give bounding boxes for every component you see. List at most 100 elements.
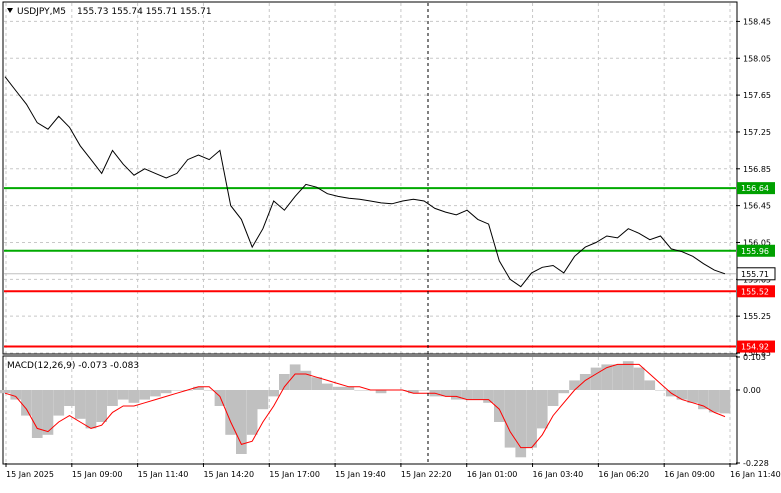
macd-histogram-bar — [96, 390, 107, 422]
price-panel-frame — [2, 1, 738, 355]
macd-histogram-bar — [569, 380, 580, 390]
grid-lines — [4, 3, 736, 463]
time-tick-label: 15 Jan 14:20 — [203, 470, 254, 479]
macd-histogram-bar — [515, 390, 527, 458]
macd-histogram-bar — [504, 390, 516, 448]
macd-histogram-bar — [85, 390, 97, 429]
level-label-text: 154.92 — [741, 343, 769, 352]
macd-histogram-bar — [332, 386, 344, 390]
macd-tick-label: 0.103 — [743, 353, 766, 362]
time-tick-label: 16 Jan 11:40 — [730, 470, 781, 479]
time-tick-label: 15 Jan 11:40 — [138, 470, 189, 479]
symbol-label: USDJPY,M5 — [17, 7, 66, 17]
macd-histogram-bar — [31, 390, 43, 438]
level-labels: 156.64 155.96 155.52 154.92 155.71 — [736, 182, 776, 353]
macd-histogram-bar — [160, 390, 172, 394]
macd-histogram-bar — [117, 390, 129, 400]
macd-histogram-bar — [687, 390, 699, 403]
macd-histogram-bar — [536, 390, 548, 429]
macd-histogram-bar — [128, 390, 140, 403]
macd-histogram-bar — [107, 390, 118, 406]
price-tick-label: 154.85 — [743, 349, 771, 358]
macd-histogram-bar — [708, 390, 720, 413]
time-tick-label: 15 Jan 17:00 — [269, 470, 320, 479]
macd-histogram-bar — [461, 390, 473, 400]
macd-axis: 0.103 0.00 -0.228 — [736, 353, 769, 468]
macd-histogram-bar — [719, 390, 731, 414]
time-tick-label: 16 Jan 01:00 — [467, 470, 518, 479]
current-price-box — [736, 267, 776, 281]
macd-histogram-bar — [203, 390, 215, 391]
macd-histogram-bar — [193, 386, 204, 390]
macd-histogram-bar — [311, 377, 322, 390]
macd-tick-label: 0.00 — [743, 386, 761, 395]
macd-label: MACD(12,26,9) -0.073 -0.083 — [7, 361, 139, 371]
time-tick-label: 15 Jan 19:40 — [335, 470, 386, 479]
macd-histogram-bar — [300, 370, 312, 390]
time-tick-label: 16 Jan 06:20 — [598, 470, 649, 479]
macd-histogram-bar — [601, 364, 613, 390]
current-price-label: 155.71 — [741, 270, 769, 279]
macd-histogram-bar — [64, 390, 75, 406]
macd-histogram-bar — [0, 390, 11, 394]
macd-histogram-bar — [622, 361, 634, 390]
macd-histogram-bar — [451, 390, 462, 400]
macd-histogram-bar — [440, 390, 451, 397]
macd-histogram-bar — [633, 367, 645, 390]
macd-histogram-bar — [289, 364, 301, 390]
level-label-box — [737, 285, 775, 298]
macd-histogram-bar — [21, 390, 32, 416]
macd-histogram-bar — [74, 390, 86, 419]
macd-histogram-bar — [42, 390, 54, 435]
time-tick-label: 15 Jan 22:20 — [401, 470, 452, 479]
time-tick-label: 16 Jan 09:00 — [664, 470, 715, 479]
price-tick-label: 157.25 — [743, 128, 771, 137]
macd-layer — [0, 361, 731, 458]
macd-histogram-bar — [644, 380, 656, 390]
level-label-text: 155.96 — [741, 247, 769, 256]
macd-histogram-bar — [547, 390, 559, 406]
macd-histogram-bar — [483, 390, 494, 403]
macd-histogram-bar — [236, 390, 247, 454]
price-tick-label: 156.45 — [743, 202, 771, 211]
time-tick-label: 16 Jan 03:40 — [533, 470, 584, 479]
level-label-text: 156.64 — [741, 184, 769, 193]
macd-histogram-bar — [268, 390, 279, 397]
macd-histogram-bar — [579, 374, 591, 390]
macd-histogram-bar — [590, 367, 602, 390]
level-label-text: 155.52 — [741, 287, 769, 296]
macd-histogram-bar — [418, 390, 430, 391]
macd-histogram-bar — [322, 383, 333, 390]
price-tick-label: 156.85 — [743, 165, 771, 174]
macd-histogram-bar — [225, 390, 236, 435]
level-label-box — [737, 340, 775, 353]
horizontal-levels[interactable] — [4, 187, 736, 348]
macd-histogram-bar — [343, 386, 355, 390]
macd-histogram-bar — [214, 390, 226, 406]
price-series-line — [4, 76, 726, 288]
time-tick-label: 15 Jan 2025 — [6, 470, 54, 479]
macd-histogram-bar — [139, 390, 150, 400]
macd-histogram-bar — [171, 390, 183, 391]
macd-histogram-bar — [150, 390, 161, 397]
price-tick-label: 158.05 — [743, 54, 771, 63]
collapse-triangle-icon[interactable] — [7, 8, 13, 13]
price-tick-label: 158.45 — [743, 17, 771, 26]
macd-signal-line — [4, 363, 726, 449]
macd-histogram-bar — [10, 390, 22, 400]
macd-tick-label: -0.228 — [743, 459, 769, 468]
macd-histogram-bar — [698, 390, 709, 410]
macd-histogram-bar — [246, 390, 258, 435]
macd-histogram-bar — [612, 364, 623, 390]
price-tick-label: 156.05 — [743, 238, 771, 247]
macd-histogram-bar — [472, 390, 484, 400]
price-tick-label: 155.25 — [743, 312, 771, 321]
level-label-box — [737, 244, 775, 257]
macd-histogram-bar — [279, 374, 290, 390]
macd-histogram-bar — [655, 390, 666, 391]
ohlc-readout: 155.73 155.74 155.71 155.71 — [77, 7, 212, 17]
macd-histogram-bar — [408, 390, 419, 394]
macd-histogram-bar — [257, 390, 269, 410]
